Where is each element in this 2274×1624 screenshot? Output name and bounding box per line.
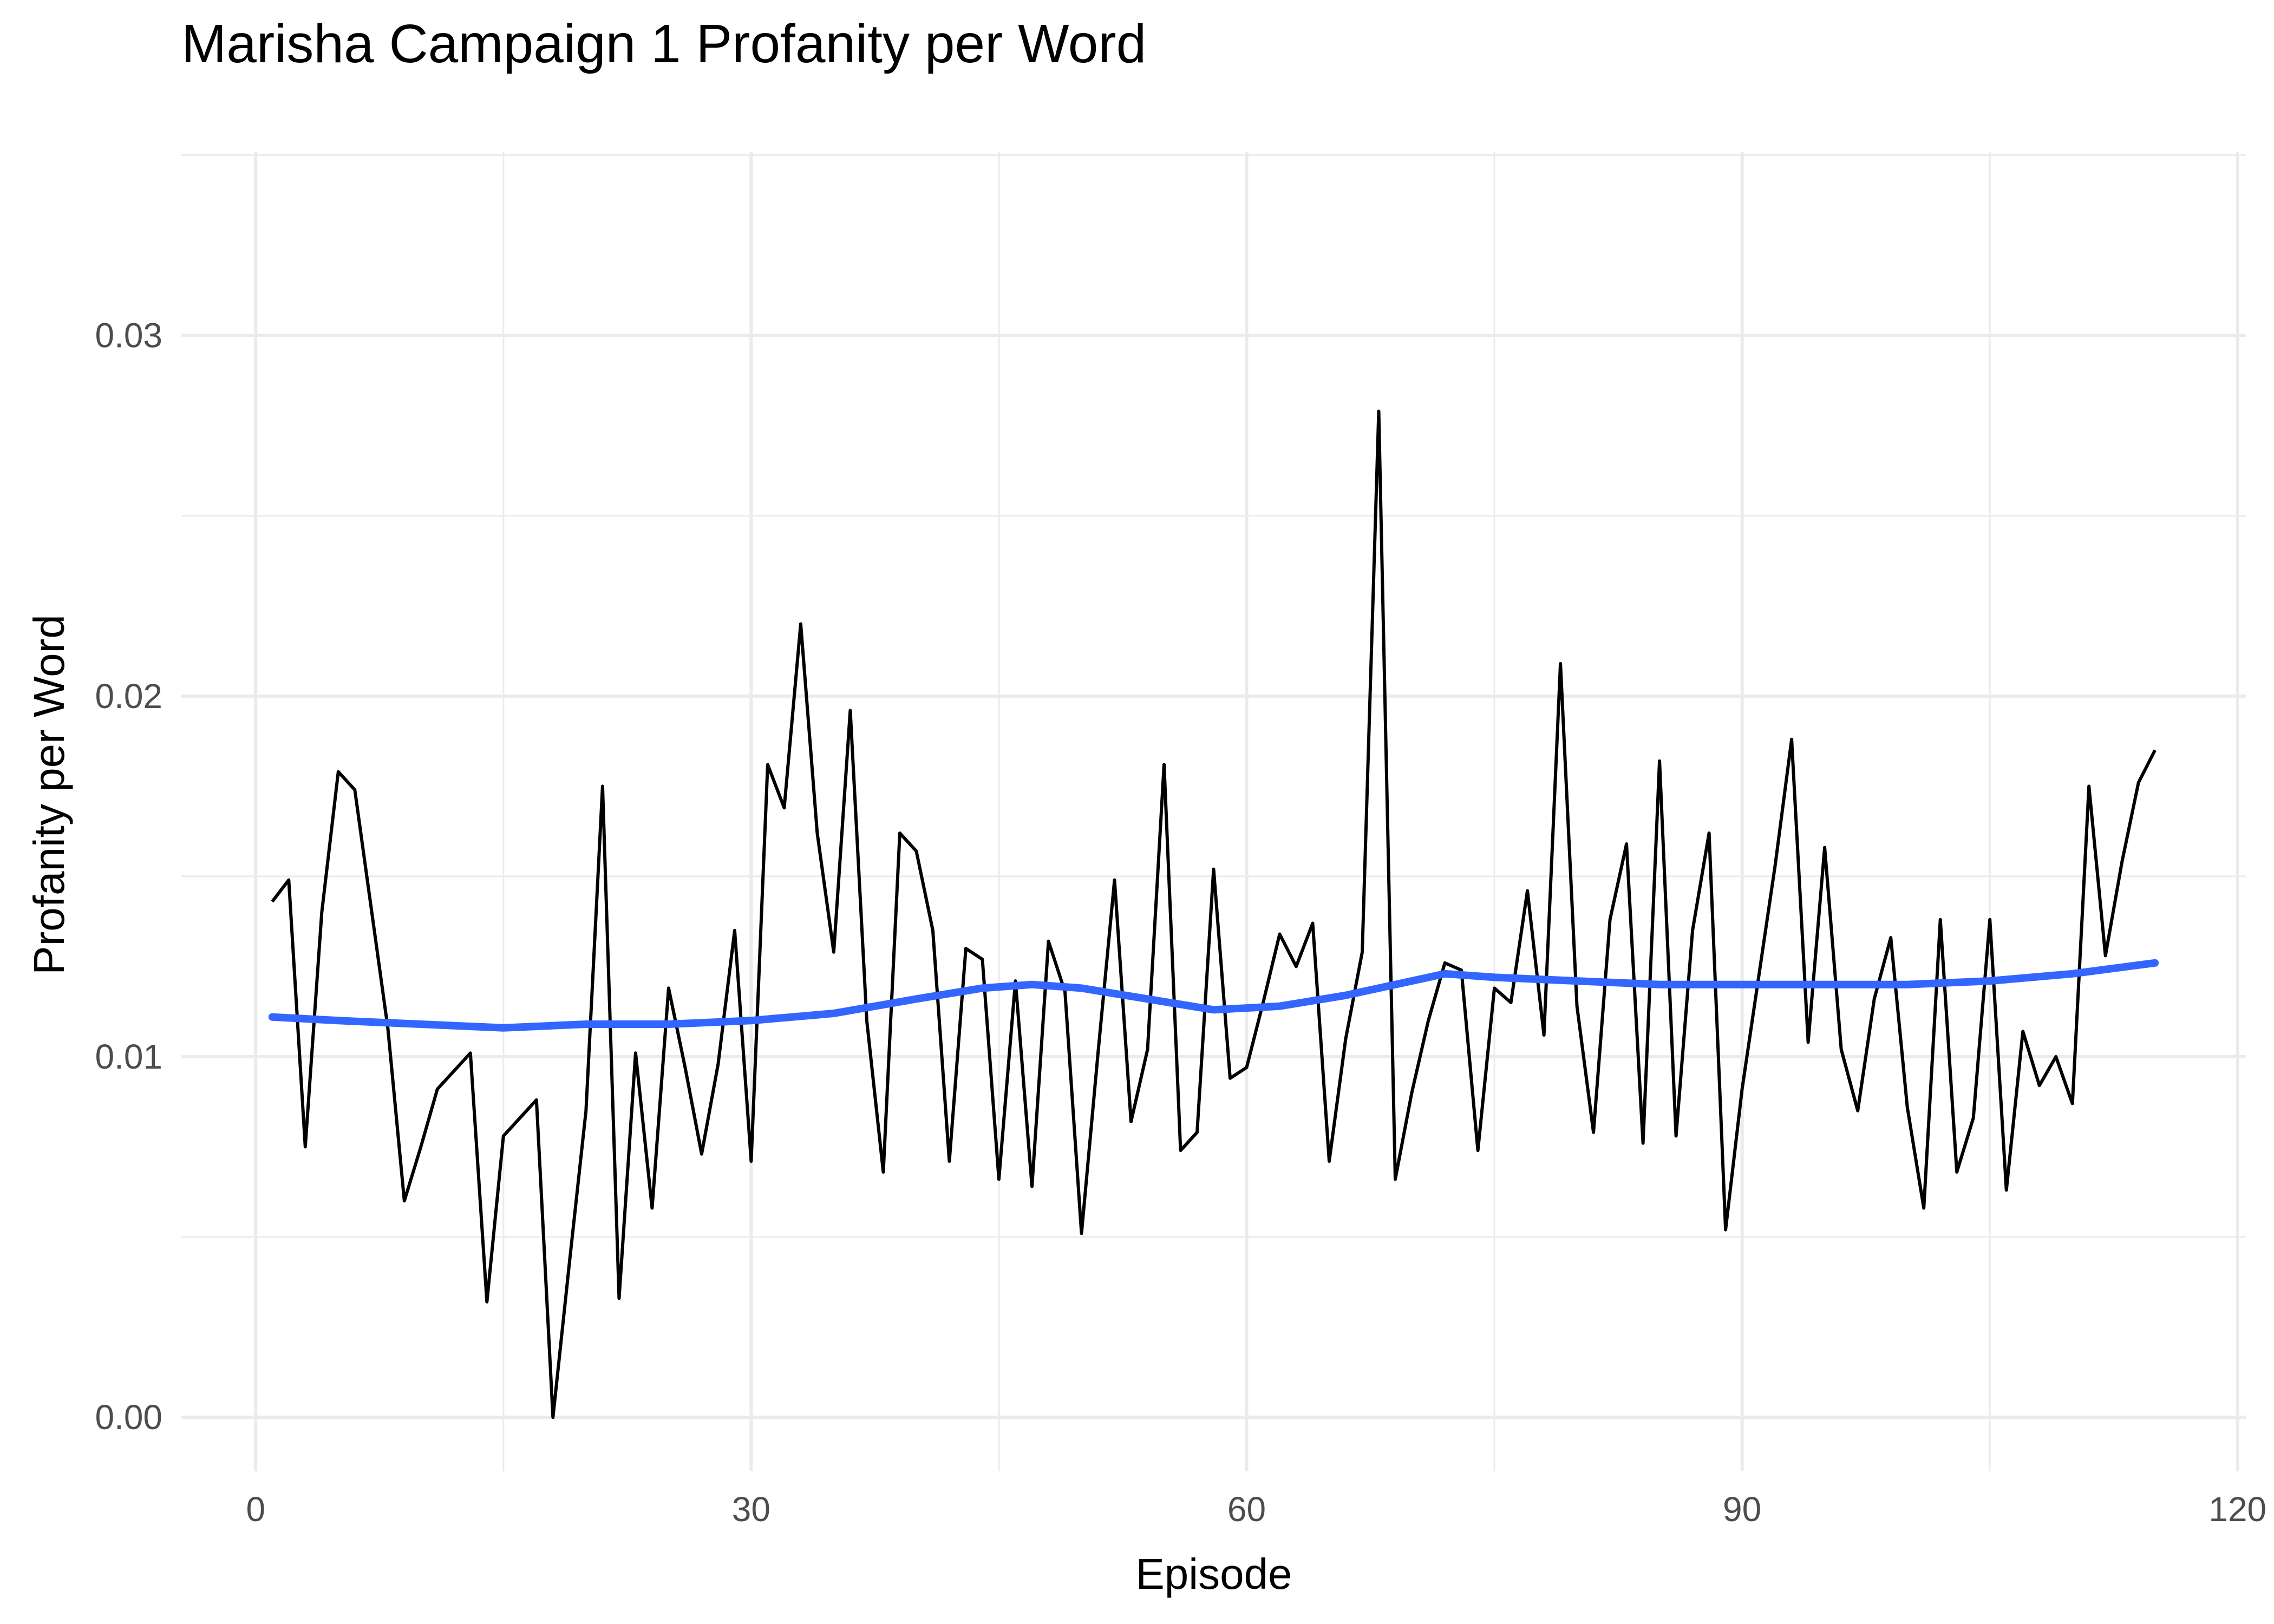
chart-title: Marisha Campaign 1 Profanity per Word [181, 14, 1146, 74]
series-layer [268, 409, 2159, 1419]
tick-labels: 0 30 60 90 120 0.00 0.01 0.02 0.03 [95, 316, 2266, 1529]
x-tick-label: 90 [1723, 1490, 1761, 1529]
profanity-per-word-line [271, 409, 2157, 1419]
y-axis-title: Profanity per Word [25, 614, 73, 974]
y-tick-label: 0.01 [95, 1037, 162, 1076]
y-tick-label: 0.03 [95, 316, 162, 355]
x-tick-label: 120 [2208, 1490, 2266, 1529]
y-tick-label: 0.02 [95, 677, 162, 716]
x-tick-label: 0 [246, 1490, 265, 1529]
x-tick-label: 30 [732, 1490, 770, 1529]
y-tick-label: 0.00 [95, 1398, 162, 1437]
smoothed-trend-line [268, 959, 2159, 1032]
x-axis-title: Episode [1135, 1550, 1292, 1598]
minor-gridlines [181, 152, 2246, 1471]
x-tick-label: 60 [1227, 1490, 1266, 1529]
